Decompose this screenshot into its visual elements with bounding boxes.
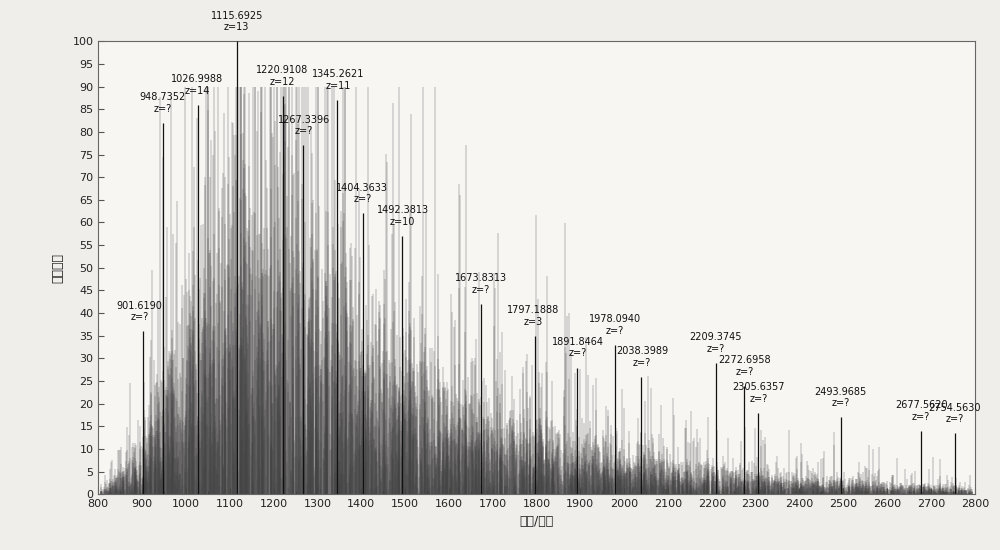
Text: 948.7352
z=?: 948.7352 z=? <box>139 92 186 114</box>
Text: 1220.9108
z=12: 1220.9108 z=12 <box>256 65 308 86</box>
X-axis label: 质量/电荷: 质量/电荷 <box>519 515 554 528</box>
Text: 1115.6925
z=13: 1115.6925 z=13 <box>210 10 263 32</box>
Text: 2677.5620
z=?: 2677.5620 z=? <box>895 400 947 422</box>
Text: 1267.3396
z=?: 1267.3396 z=? <box>278 115 330 136</box>
Text: 2272.6958
z=?: 2272.6958 z=? <box>718 355 771 377</box>
Text: 1891.8464
z=?: 1891.8464 z=? <box>552 337 604 359</box>
Text: 1797.1888
z=3: 1797.1888 z=3 <box>507 305 560 327</box>
Text: 901.6190
z=?: 901.6190 z=? <box>116 301 162 322</box>
Text: 2038.3989
z=?: 2038.3989 z=? <box>616 346 668 367</box>
Text: 1978.0940
z=?: 1978.0940 z=? <box>589 314 641 336</box>
Text: 2209.3745
z=?: 2209.3745 z=? <box>690 332 742 354</box>
Text: 2305.6357
z=?: 2305.6357 z=? <box>733 382 785 404</box>
Text: 2754.5630
z=?: 2754.5630 z=? <box>929 403 981 424</box>
Text: 1345.2621
z=11: 1345.2621 z=11 <box>312 69 364 91</box>
Text: 1026.9988
z=14: 1026.9988 z=14 <box>171 74 223 96</box>
Text: 1404.3633
z=?: 1404.3633 z=? <box>336 183 388 205</box>
Y-axis label: 相对丰度: 相对丰度 <box>51 253 64 283</box>
Text: 1492.3813
z=10: 1492.3813 z=10 <box>377 206 429 227</box>
Text: 2493.9685
z=?: 2493.9685 z=? <box>815 387 867 408</box>
Text: 1673.8313
z=?: 1673.8313 z=? <box>455 273 507 295</box>
